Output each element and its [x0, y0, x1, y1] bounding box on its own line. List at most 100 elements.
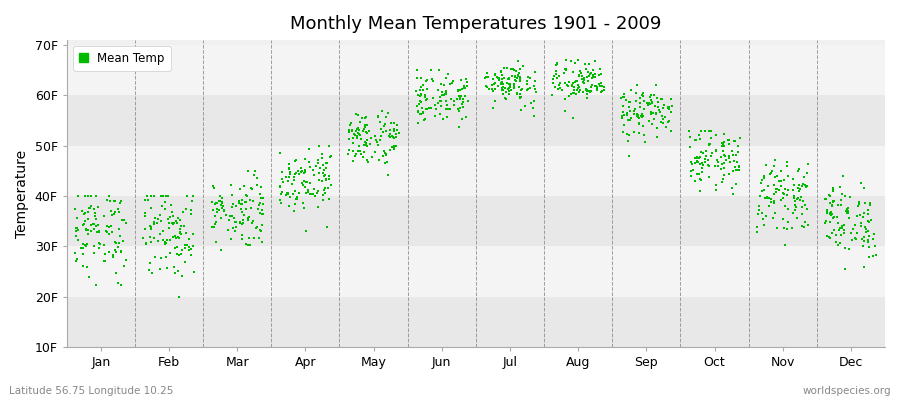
Point [528, 88, 543, 95]
Point [279, 174, 293, 180]
Point [354, 151, 368, 158]
Point [684, 168, 698, 174]
Point [777, 177, 791, 183]
Point [245, 186, 259, 193]
Point [481, 73, 495, 80]
Point [770, 172, 784, 179]
Point [142, 260, 157, 266]
Point [219, 212, 233, 218]
Point [710, 157, 724, 164]
Point [217, 206, 231, 213]
Point [241, 214, 256, 221]
Bar [67, 297, 885, 347]
Point [313, 165, 328, 172]
Point [728, 180, 742, 187]
Point [499, 89, 513, 95]
Point [851, 199, 866, 205]
Point [823, 235, 837, 241]
Point [595, 83, 609, 90]
Point [69, 228, 84, 234]
Point [428, 106, 443, 112]
Point [509, 78, 524, 84]
Point [863, 217, 878, 223]
Point [386, 128, 400, 134]
Point [79, 241, 94, 247]
Point [711, 163, 725, 169]
Point [508, 68, 523, 74]
Point [711, 159, 725, 165]
Point [356, 128, 370, 134]
Point [560, 82, 574, 88]
Point [837, 192, 851, 199]
Point [425, 76, 439, 82]
Title: Monthly Mean Temperatures 1901 - 2009: Monthly Mean Temperatures 1901 - 2009 [290, 15, 662, 33]
Point [378, 120, 392, 127]
Point [428, 101, 443, 108]
Point [829, 232, 843, 238]
Point [154, 193, 168, 199]
Point [844, 236, 859, 243]
Point [173, 229, 187, 235]
Point [138, 213, 152, 219]
Point [862, 202, 877, 208]
Point [644, 92, 658, 98]
Point [455, 96, 470, 102]
Point [112, 232, 127, 239]
Point [382, 133, 396, 140]
Point [459, 76, 473, 82]
Point [494, 84, 508, 91]
Point [512, 78, 526, 84]
Point [315, 162, 329, 168]
Point [387, 143, 401, 149]
Point [860, 228, 875, 235]
Point [722, 154, 736, 161]
Point [436, 116, 450, 123]
Point [77, 218, 92, 225]
Point [621, 117, 635, 123]
Point [308, 192, 322, 199]
Point [249, 175, 264, 182]
Point [800, 206, 814, 212]
Point [301, 189, 315, 195]
Point [664, 102, 679, 109]
Point [452, 124, 466, 130]
Point [273, 150, 287, 157]
Point [411, 108, 426, 115]
Point [860, 226, 874, 233]
Point [490, 73, 504, 80]
Point [586, 74, 600, 80]
Point [593, 71, 608, 77]
Point [162, 224, 176, 231]
Point [690, 155, 705, 162]
Point [593, 66, 608, 72]
Point [441, 106, 455, 113]
Point [317, 172, 331, 179]
Point [786, 176, 800, 182]
Point [316, 170, 330, 176]
Point [350, 126, 365, 132]
Point [209, 200, 223, 206]
Point [76, 222, 90, 228]
Point [569, 77, 583, 84]
Point [157, 228, 171, 234]
Point [770, 186, 784, 192]
Point [495, 87, 509, 93]
Point [295, 199, 310, 206]
Point [175, 231, 189, 238]
Point [800, 161, 814, 167]
Point [722, 137, 736, 144]
Point [451, 88, 465, 94]
Point [633, 99, 647, 106]
Point [273, 197, 287, 204]
Point [159, 254, 174, 260]
Point [359, 142, 374, 148]
Point [217, 208, 231, 214]
Point [729, 166, 743, 173]
Point [283, 169, 297, 176]
Point [565, 90, 580, 96]
Point [298, 184, 312, 190]
Point [138, 196, 152, 203]
Point [862, 219, 877, 226]
Point [412, 110, 427, 117]
Point [370, 139, 384, 146]
